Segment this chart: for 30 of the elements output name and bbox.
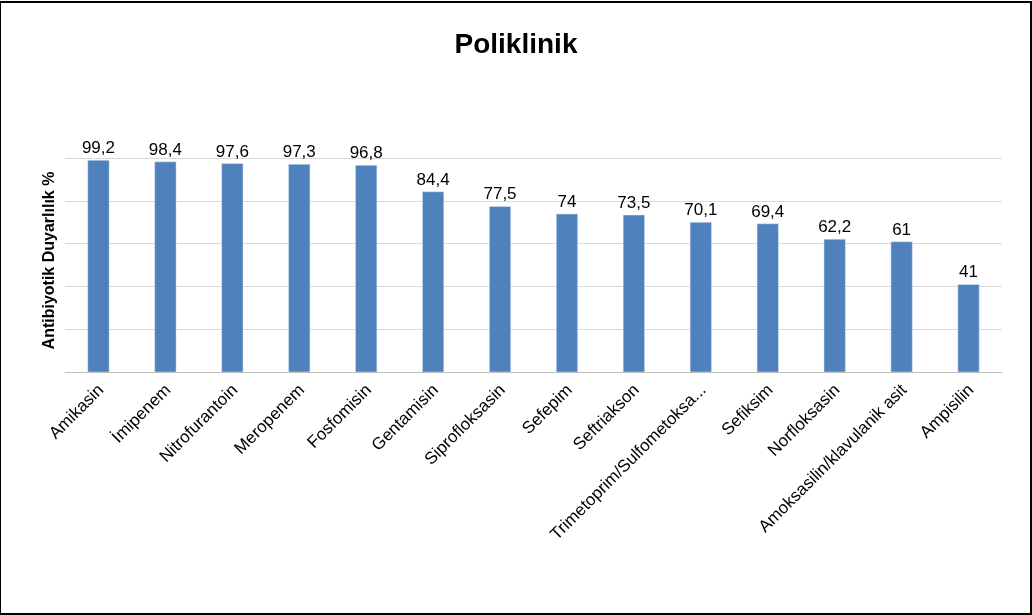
bar — [221, 163, 244, 372]
data-label: 74 — [557, 191, 577, 211]
data-label: 69,4 — [751, 201, 785, 221]
data-label: 98,4 — [148, 139, 182, 159]
bar — [489, 206, 511, 372]
bar — [622, 214, 645, 372]
bar — [556, 213, 578, 372]
data-label: 77,5 — [483, 184, 517, 204]
data-label: 73,5 — [617, 193, 651, 213]
bar — [756, 223, 779, 372]
y-axis-title: Antibiyotik Duyarlılık % — [39, 171, 57, 350]
bar — [422, 191, 445, 372]
bar — [355, 165, 378, 372]
bar — [87, 159, 110, 372]
data-label: 41 — [959, 262, 978, 282]
bar — [890, 241, 913, 372]
data-label: 62,2 — [818, 217, 852, 237]
data-label: 96,8 — [349, 143, 383, 163]
data-label: 97,6 — [215, 141, 249, 161]
bar — [689, 222, 712, 372]
data-label: 70,1 — [684, 200, 718, 220]
bar — [288, 163, 311, 372]
bar — [154, 161, 177, 372]
data-label: 99,2 — [81, 138, 116, 158]
data-label: 84,4 — [416, 169, 450, 189]
bar — [957, 284, 980, 372]
chart-title: Poliklinik — [454, 27, 578, 59]
data-label: 97,3 — [282, 142, 316, 162]
data-label: 61 — [892, 219, 912, 239]
bar — [823, 238, 846, 372]
